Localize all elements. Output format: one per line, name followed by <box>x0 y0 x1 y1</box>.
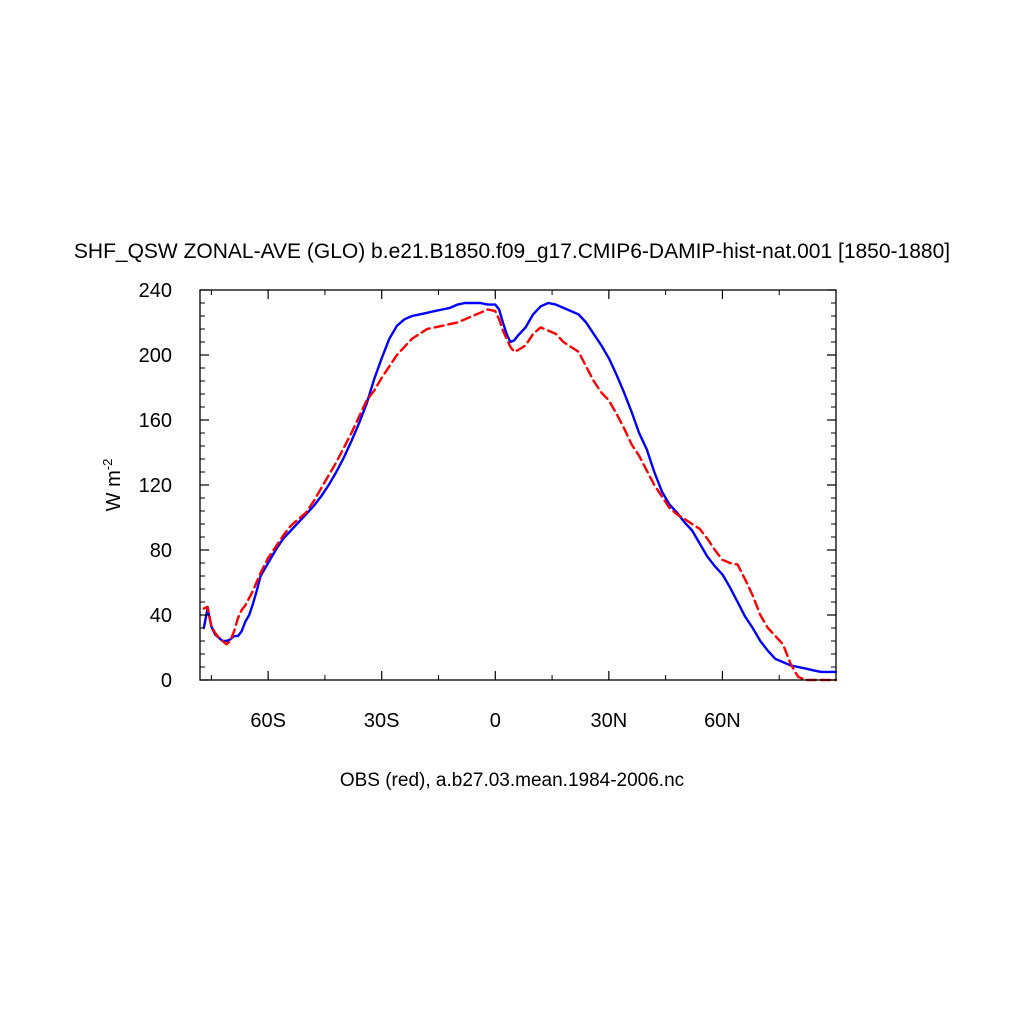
y-tick-label: 240 <box>139 280 172 302</box>
plot-frame <box>199 289 837 681</box>
y-tick-label: 0 <box>161 670 172 692</box>
x-tick-label: 60N <box>704 710 741 732</box>
y-axis-label-superscript: -2 <box>100 459 115 471</box>
y-tick-label: 120 <box>139 475 172 497</box>
y-tick-label: 40 <box>150 605 172 627</box>
y-tick-label: 160 <box>139 410 172 432</box>
y-axis-label: W m-2 <box>100 459 125 512</box>
x-tick-label: 0 <box>490 710 501 732</box>
x-tick-label: 30N <box>591 710 628 732</box>
chart-caption: OBS (red), a.b27.03.mean.1984-2006.nc <box>340 770 684 791</box>
y-axis-label-main: W m <box>103 470 125 511</box>
series-line-2 <box>202 308 838 682</box>
series-line-1 <box>202 301 838 674</box>
y-tick-label: 200 <box>139 345 172 367</box>
chart-title: SHF_QSW ZONAL-AVE (GLO) b.e21.B1850.f09_… <box>74 240 950 263</box>
y-tick-label: 80 <box>150 540 172 562</box>
series-layer <box>202 301 838 682</box>
x-tick-label: 60S <box>250 710 286 732</box>
axis-ticks: 0 40 80 120 160 200 240 60S 30S 0 30N 60N <box>139 280 836 732</box>
x-tick-label: 30S <box>364 710 400 732</box>
